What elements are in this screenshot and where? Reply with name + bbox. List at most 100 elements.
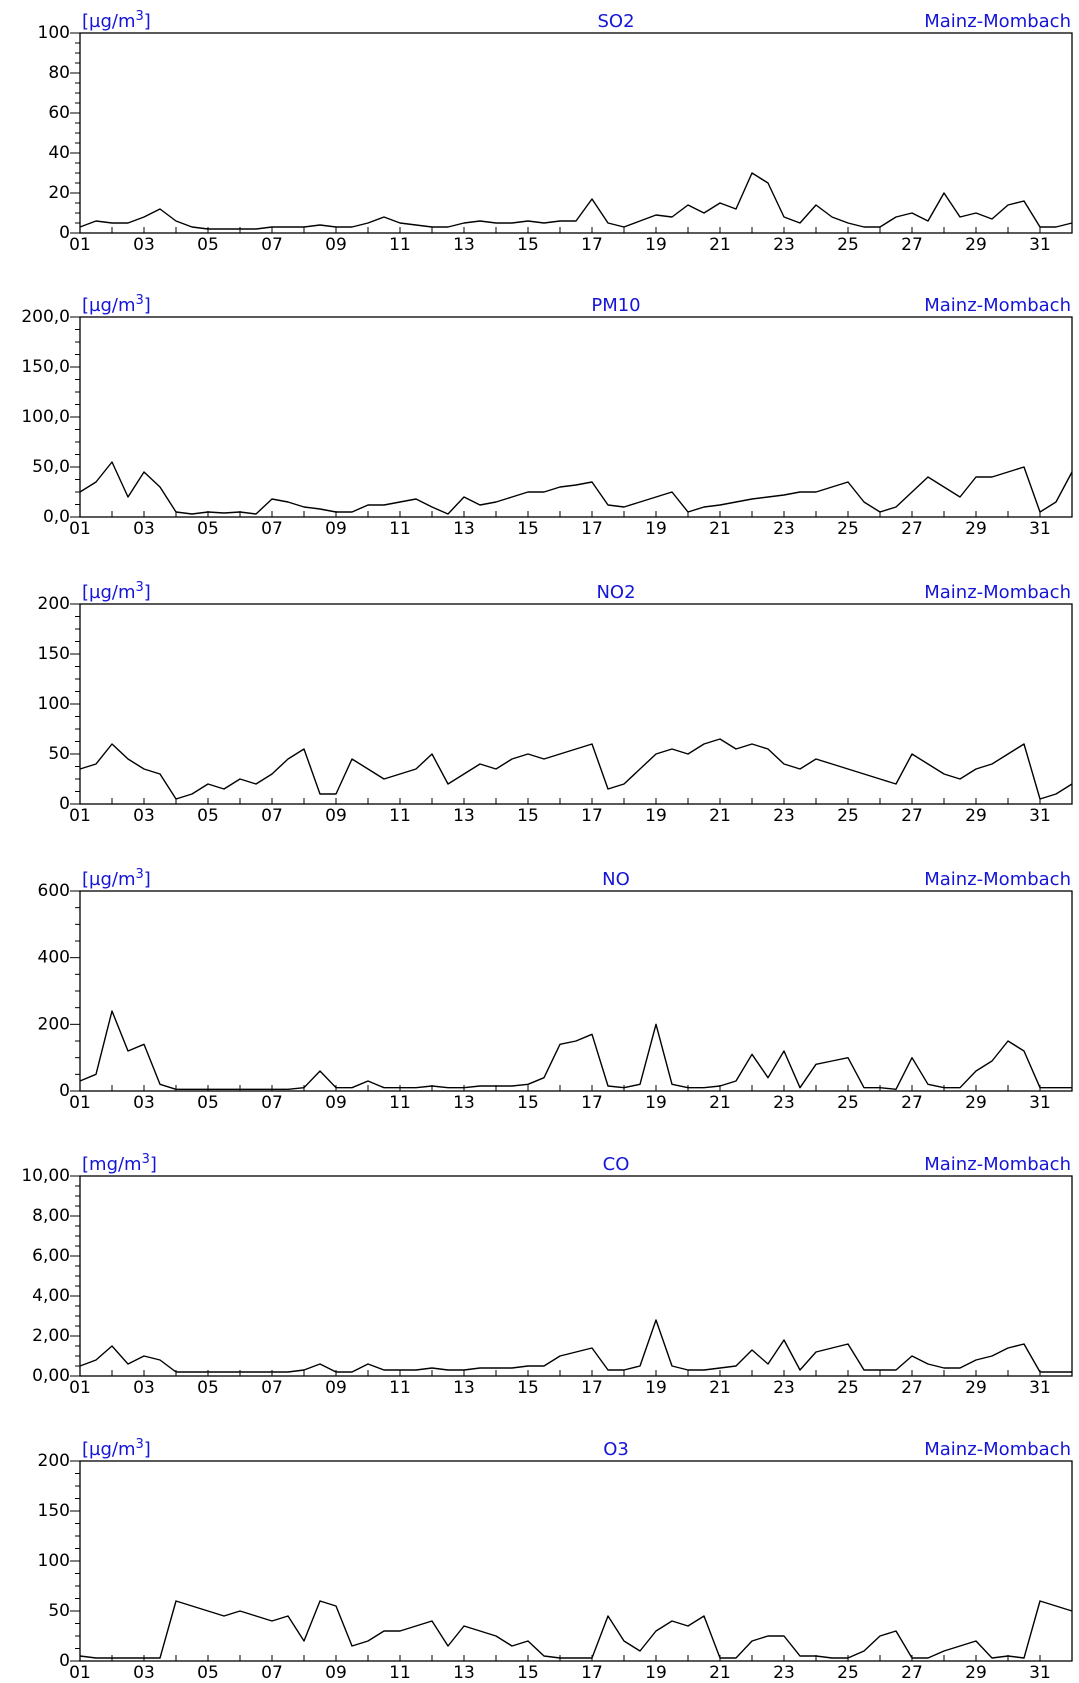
x-tick-label: 29	[965, 519, 987, 539]
x-tick-label: 09	[325, 806, 347, 826]
y-tick-label: 400	[38, 948, 70, 968]
x-tick-label: 15	[517, 806, 539, 826]
x-tick-label: 27	[901, 1663, 923, 1683]
x-tick-label: 15	[517, 235, 539, 255]
y-tick-label: 2,00	[32, 1326, 70, 1346]
chart-title: NO2	[596, 582, 635, 603]
series-line-pm10	[80, 462, 1072, 514]
x-tick-label: 01	[69, 1378, 91, 1398]
chart-panel-co: [mg/m3] CO Mainz-Mombach 0,00 2,00 4,00 6,00 8,…	[21, 1152, 1072, 1398]
x-tick-label: 31	[1029, 235, 1051, 255]
x-tick-label: 15	[517, 1663, 539, 1683]
x-tick-label: 11	[389, 1663, 411, 1683]
x-tick-label: 23	[773, 1663, 795, 1683]
x-tick-label: 03	[133, 806, 155, 826]
x-tick-label: 13	[453, 1093, 475, 1113]
unit-superscript: 3	[136, 9, 144, 24]
x-tick-label: 31	[1029, 1663, 1051, 1683]
x-tick-label: 01	[69, 235, 91, 255]
x-tick-label: 11	[389, 1378, 411, 1398]
x-tick-label: 25	[837, 519, 859, 539]
y-tick-label: 100,0	[21, 407, 70, 427]
chart-title: O3	[603, 1439, 629, 1460]
x-tick-label: 21	[709, 235, 731, 255]
x-tick-label: 13	[453, 806, 475, 826]
x-tick-label: 21	[709, 1378, 731, 1398]
x-tick-label: 07	[261, 1378, 283, 1398]
x-tick-label: 09	[325, 1663, 347, 1683]
station-label: Mainz-Mombach	[924, 582, 1071, 603]
x-tick-label: 23	[773, 806, 795, 826]
x-tick-label: 25	[837, 1378, 859, 1398]
y-tick-label: 150	[38, 1501, 70, 1521]
x-tick-label: 01	[69, 1093, 91, 1113]
unit-label: [µg/m3]	[82, 867, 151, 890]
x-tick-label: 03	[133, 235, 155, 255]
y-tick-label: 50	[48, 1601, 70, 1621]
x-tick-label: 21	[709, 519, 731, 539]
y-tick-label: 80	[48, 63, 70, 83]
x-tick-label: 05	[197, 235, 219, 255]
x-tick-label: 05	[197, 1663, 219, 1683]
x-tick-label: 31	[1029, 519, 1051, 539]
x-tick-label: 29	[965, 1093, 987, 1113]
unit-label: [mg/m3]	[82, 1152, 157, 1175]
x-tick-label: 31	[1029, 1093, 1051, 1113]
y-tick-label: 4,00	[32, 1286, 70, 1306]
chart-panel-no: [µg/m3] NO Mainz-Mombach 0 200 400 600 01 03 05 07…	[38, 867, 1072, 1113]
chart-title: SO2	[597, 11, 634, 32]
x-tick-label: 19	[645, 1093, 667, 1113]
x-tick-label: 05	[197, 1378, 219, 1398]
plot-frame	[80, 604, 1072, 804]
y-tick-label: 600	[38, 881, 70, 901]
unit-text: mg/m	[89, 1154, 142, 1175]
x-tick-label: 21	[709, 1093, 731, 1113]
x-tick-label: 29	[965, 1378, 987, 1398]
x-tick-label: 03	[133, 1663, 155, 1683]
x-tick-label: 17	[581, 1663, 603, 1683]
x-tick-label: 29	[965, 806, 987, 826]
unit-superscript: 3	[136, 580, 144, 595]
x-tick-label: 25	[837, 235, 859, 255]
x-tick-label: 17	[581, 1093, 603, 1113]
x-tick-label: 01	[69, 519, 91, 539]
x-tick-label: 11	[389, 235, 411, 255]
station-label: Mainz-Mombach	[924, 295, 1071, 316]
x-tick-label: 01	[69, 1663, 91, 1683]
x-tick-label: 07	[261, 1093, 283, 1113]
x-tick-label: 13	[453, 519, 475, 539]
y-tick-label: 10,00	[21, 1166, 70, 1186]
y-tick-label: 50	[48, 744, 70, 764]
x-tick-label: 15	[517, 519, 539, 539]
x-tick-label: 27	[901, 806, 923, 826]
x-tick-label: 21	[709, 806, 731, 826]
unit-superscript: 3	[136, 867, 144, 882]
x-tick-label: 03	[133, 519, 155, 539]
x-tick-label: 17	[581, 519, 603, 539]
x-tick-label: 11	[389, 1093, 411, 1113]
x-tick-label: 13	[453, 235, 475, 255]
x-tick-label: 21	[709, 1663, 731, 1683]
x-tick-label: 19	[645, 1663, 667, 1683]
x-tick-label: 11	[389, 519, 411, 539]
chart-panel-pm10: [µg/m3] PM10 Mainz-Mombach0,050,0100,0150,…	[21, 293, 1072, 539]
x-tick-label: 07	[261, 235, 283, 255]
x-tick-label: 19	[645, 1378, 667, 1398]
x-tick-label: 01	[69, 806, 91, 826]
plot-frame	[80, 1461, 1072, 1661]
x-tick-label: 09	[325, 1093, 347, 1113]
unit-text: µg/m	[89, 295, 135, 316]
station-label: Mainz-Mombach	[924, 11, 1071, 32]
y-tick-label: 150	[38, 644, 70, 664]
x-tick-label: 27	[901, 235, 923, 255]
y-tick-label: 150,0	[21, 357, 70, 377]
y-tick-label: 0,00	[32, 1366, 70, 1386]
x-tick-label: 07	[261, 519, 283, 539]
unit-label: [µg/m3]	[82, 9, 151, 32]
series-line-co	[80, 1320, 1072, 1372]
x-tick-label: 27	[901, 1378, 923, 1398]
x-tick-label: 25	[837, 1663, 859, 1683]
series-line-no	[80, 1011, 1072, 1089]
y-tick-label: 50,0	[32, 457, 70, 477]
